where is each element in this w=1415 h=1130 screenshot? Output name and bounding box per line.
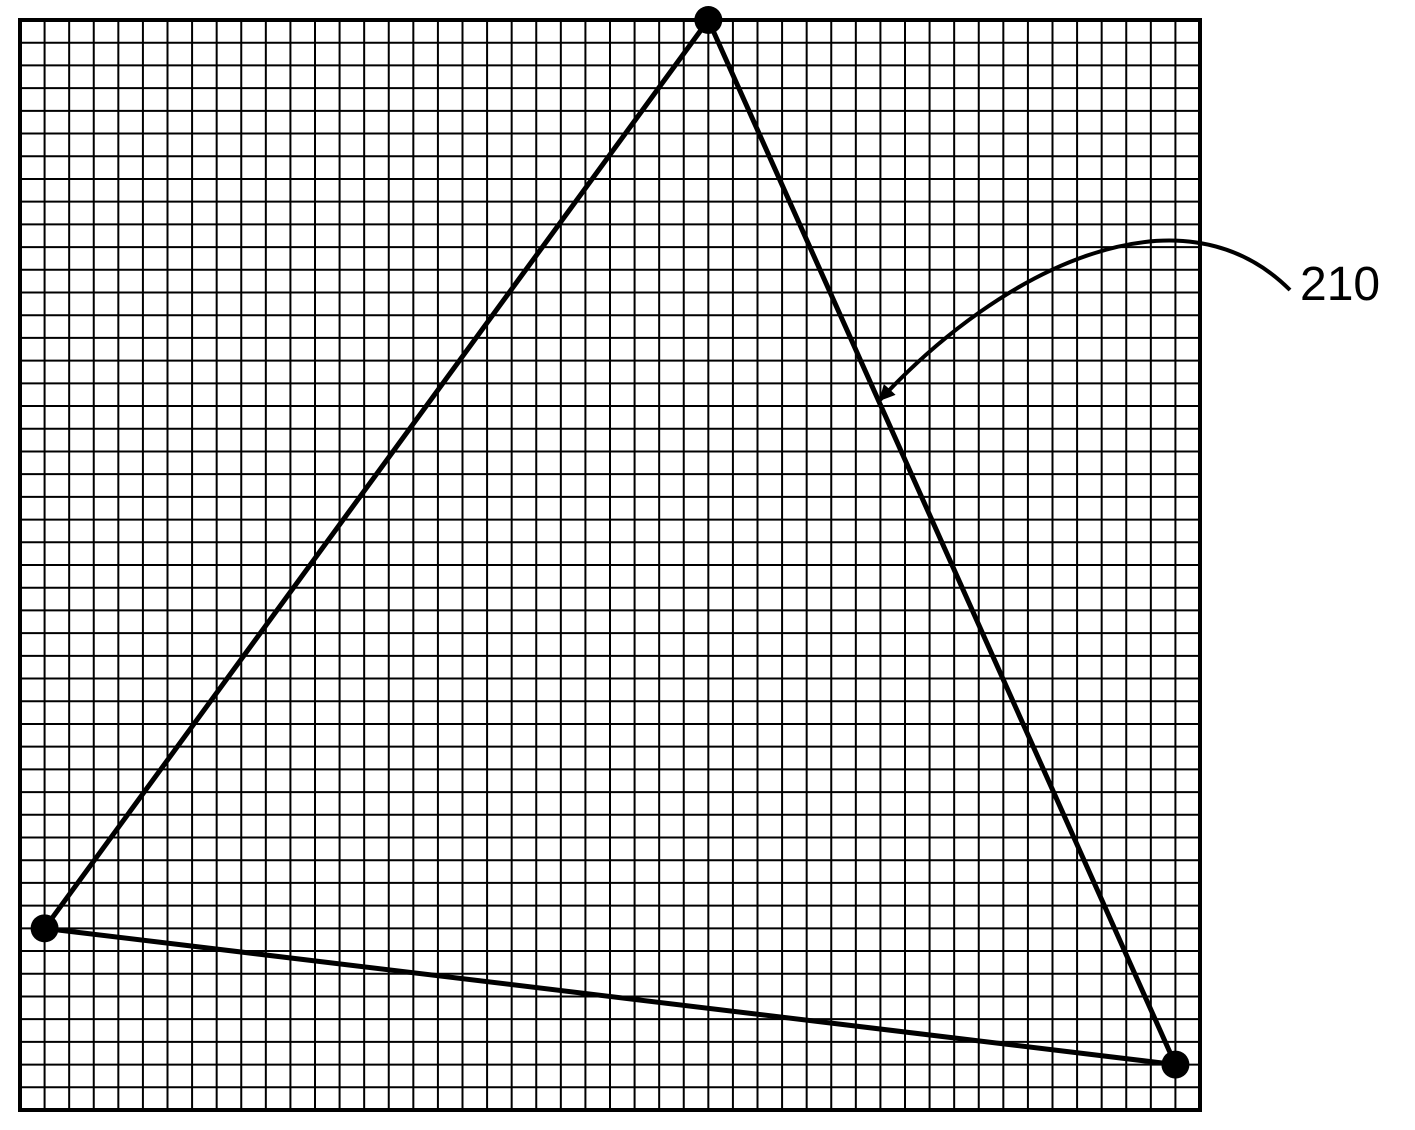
diagram-canvas: 210 xyxy=(0,0,1415,1130)
callout-leader-line xyxy=(880,241,1290,400)
callout-label: 210 xyxy=(1300,258,1380,311)
triangle-vertex xyxy=(694,6,722,34)
triangle-vertex xyxy=(1161,1051,1189,1079)
triangle-vertex xyxy=(31,914,59,942)
